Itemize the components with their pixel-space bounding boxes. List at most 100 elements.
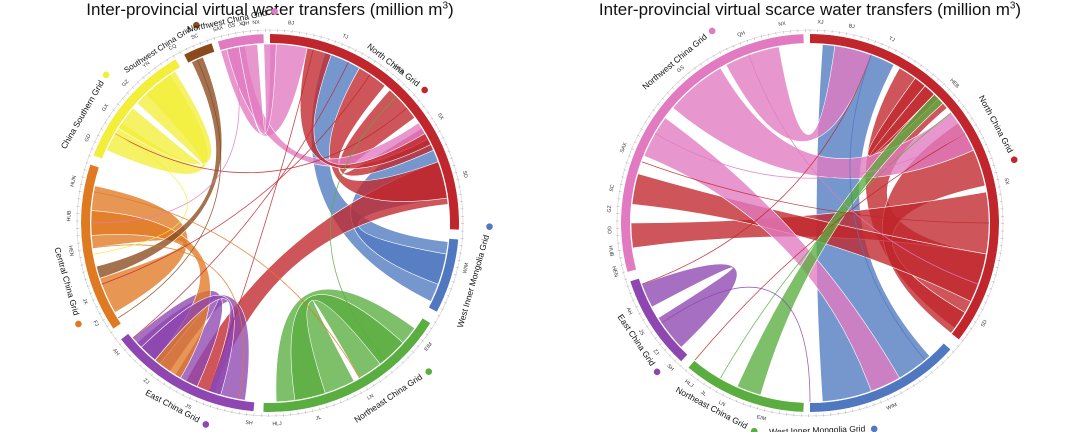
- flow-line-7: [661, 286, 811, 403]
- province-label: HLJ: [272, 421, 282, 427]
- province-label: YN: [142, 60, 152, 69]
- flow-line-6: [90, 47, 240, 224]
- province-label: BJ: [288, 20, 295, 27]
- grid-label: Southwest China Grid: [123, 25, 193, 75]
- left-panel-title: Inter-provincial virtual water transfers…: [86, 0, 454, 19]
- flow-ribbon-12: [117, 70, 212, 165]
- province-label: ZJ: [142, 378, 151, 387]
- flow-lines: [641, 54, 990, 403]
- province-label: LN: [717, 400, 726, 408]
- province-label: GS: [676, 64, 686, 74]
- grid-color-dot: [75, 320, 82, 328]
- province-label: SH: [665, 363, 675, 372]
- flow-line-7: [101, 74, 371, 285]
- province-label: SAX: [212, 25, 224, 34]
- grid-color-dot: [653, 368, 661, 376]
- flow-line-5: [641, 161, 990, 224]
- flow-line-3: [654, 133, 966, 179]
- grid-color-dot: [708, 27, 716, 35]
- flow-line-1: [694, 133, 966, 361]
- flow-lines: [90, 47, 408, 400]
- flow-line-4: [849, 54, 926, 361]
- flow-ribbon-9: [736, 93, 944, 396]
- province-label: GZ: [607, 205, 613, 213]
- flow-line-8: [93, 133, 188, 255]
- province-label: CQ: [168, 43, 178, 52]
- province-label: HEB: [948, 78, 960, 90]
- flow-line-3: [114, 107, 408, 174]
- province-label: SAX: [619, 141, 629, 153]
- grid-label-group: Northwest China Grid: [186, 7, 278, 34]
- grid-sector-4: [81, 164, 121, 329]
- province-label: JL: [699, 390, 707, 398]
- grid-color-dot: [202, 421, 210, 428]
- grid-sector-6: [184, 43, 215, 63]
- province-label: GS: [227, 22, 236, 29]
- grid-color-dot: [486, 223, 493, 230]
- province-label: QH: [241, 20, 250, 27]
- province-label: SD: [461, 170, 469, 179]
- flow-line-1: [132, 61, 349, 339]
- grid-sectors: [619, 32, 1001, 414]
- province-label: HEB: [393, 64, 405, 76]
- grid-label-group: West Inner Mongolia Grid: [769, 423, 878, 432]
- grid-sector-2: [688, 360, 804, 412]
- province-label: JS: [184, 403, 192, 411]
- province-label: LN: [366, 393, 375, 402]
- grid-sector-2: [263, 318, 431, 412]
- grid-color-dot: [870, 425, 878, 432]
- province-label: QH: [737, 30, 747, 38]
- right-chord-diagram: XJ BJ TJ HEB SX SD WIM EIM LN JL HLJ SH ZJ JS AH HEN HUB…: [606, 19, 1018, 432]
- right-chord-content: XJ BJ TJ HEB SX SD WIM EIM LN JL HLJ SH ZJ JS AH HEN HUB…: [606, 19, 1018, 432]
- province-labels: XJ BJ TJ HEB SX SD WIM EIM LN JL HLJ SH JS ZJ AH FJ JX HE…: [66, 20, 470, 428]
- province-label: BJ: [848, 23, 856, 30]
- province-label: SD: [980, 319, 989, 328]
- grid-color-dot: [750, 427, 758, 432]
- province-label: WIM: [886, 402, 898, 412]
- province-label: GZ: [121, 79, 130, 88]
- scale-ticks: [616, 29, 1004, 417]
- grid-label-group: West Inner Mongolia Grid: [455, 223, 493, 329]
- province-labels: XJ BJ TJ HEB SX SD WIM EIM LN JL HLJ SH ZJ JS AH HEN HUB…: [606, 19, 1010, 422]
- grid-color-dot: [1010, 156, 1018, 164]
- province-label: SH: [245, 420, 253, 427]
- province-label: SC: [190, 33, 199, 41]
- grid-color-dot: [421, 86, 428, 94]
- grid-color-dot: [102, 71, 110, 79]
- province-label: GD: [84, 133, 93, 143]
- grid-label: West Inner Mongolia Grid: [769, 423, 866, 432]
- province-label: XJ: [817, 19, 824, 25]
- grid-sectors: [79, 32, 461, 414]
- grid-color-dot: [425, 368, 433, 375]
- province-label: HEN: [67, 245, 75, 257]
- left-chord-diagram: XJ BJ TJ HEB SX SD WIM EIM LN JL HLJ SH JS ZJ AH FJ JX HE…: [52, 7, 493, 428]
- flow-ribbon-16: [95, 56, 223, 279]
- province-label: TJ: [888, 36, 896, 44]
- province-label: JX: [81, 298, 89, 306]
- flow-line-2: [117, 59, 222, 319]
- flow-line-9: [93, 191, 360, 379]
- province-label: NX: [252, 20, 260, 27]
- grid-sector-1: [810, 343, 951, 412]
- province-label: EIM: [423, 341, 433, 352]
- province-label: NX: [778, 21, 787, 28]
- province-label: WIM: [462, 262, 470, 274]
- flow-ribbon-6: [290, 294, 404, 401]
- grid-label: Central China Grid: [52, 246, 81, 317]
- grid-sector-7: [217, 34, 264, 50]
- flow-ribbon-7: [725, 45, 872, 142]
- flow-ribbon-15: [238, 43, 277, 135]
- province-label: FJ: [92, 320, 100, 328]
- province-label: AH: [625, 307, 634, 316]
- grid-color-dot: [193, 21, 200, 29]
- province-label: GX: [101, 103, 111, 113]
- flow-ribbons: [630, 44, 990, 402]
- province-label: EIM: [756, 414, 766, 422]
- province-label: SC: [609, 184, 616, 192]
- flow-line-4: [329, 96, 397, 361]
- grid-sector-1: [428, 238, 459, 312]
- right-panel-title: Inter-provincial virtual scarce water tr…: [598, 0, 1022, 19]
- grid-sector-5: [93, 59, 180, 159]
- flow-ribbon-10: [90, 210, 211, 379]
- province-label: GD: [606, 226, 612, 234]
